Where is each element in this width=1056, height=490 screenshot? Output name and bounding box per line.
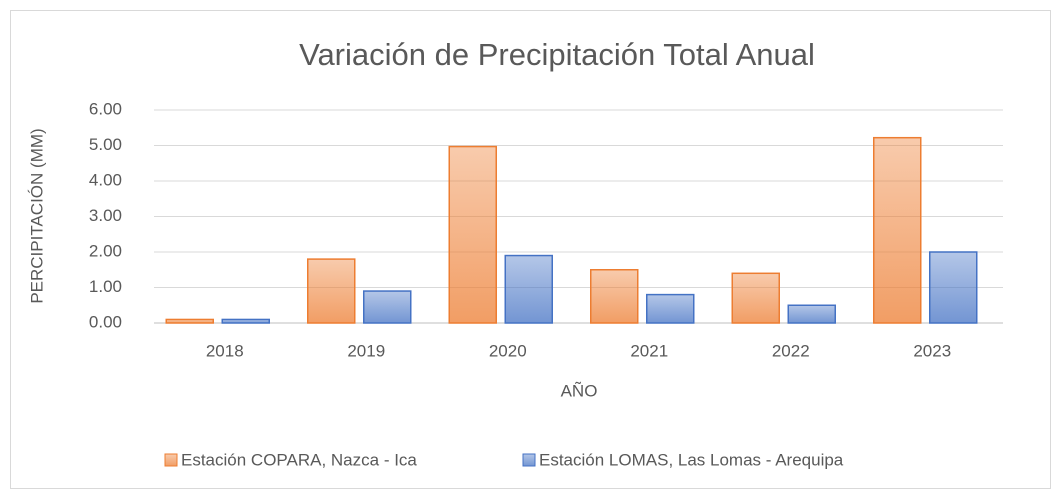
- y-tick-label: 3.00: [89, 206, 122, 225]
- bar: [929, 251, 978, 324]
- bar: [646, 293, 695, 324]
- x-tick-label: 2020: [489, 341, 527, 360]
- bar: [731, 272, 780, 324]
- x-tick-label: 2022: [772, 341, 810, 360]
- x-tick-label: 2023: [913, 341, 951, 360]
- bar: [165, 318, 214, 324]
- x-tick-label: 2018: [206, 341, 244, 360]
- x-axis-label: AÑO: [561, 381, 598, 400]
- legend-swatch: [164, 453, 178, 467]
- legend-swatch: [522, 453, 536, 467]
- y-tick-label: 2.00: [89, 241, 122, 260]
- y-axis-label: PERCIPITACIÓN (MM): [27, 128, 46, 303]
- legend-label: Estación COPARA, Nazca - Ica: [181, 450, 417, 469]
- legend-label: Estación LOMAS, Las Lomas - Arequipa: [539, 450, 844, 469]
- bar: [307, 258, 356, 324]
- bar: [448, 145, 497, 324]
- bar: [787, 304, 836, 324]
- x-tick-label: 2019: [347, 341, 385, 360]
- bar: [363, 290, 412, 324]
- y-tick-label: 5.00: [89, 135, 122, 154]
- x-tick-label: 2021: [630, 341, 668, 360]
- bar: [504, 254, 553, 324]
- y-tick-label: 4.00: [89, 170, 122, 189]
- y-tick-label: 1.00: [89, 277, 122, 296]
- bar: [590, 269, 639, 324]
- bar: [221, 318, 270, 324]
- y-tick-label: 6.00: [89, 99, 122, 118]
- bar: [873, 136, 922, 324]
- y-tick-label: 0.00: [89, 312, 122, 331]
- chart-title: Variación de Precipitación Total Anual: [299, 37, 815, 72]
